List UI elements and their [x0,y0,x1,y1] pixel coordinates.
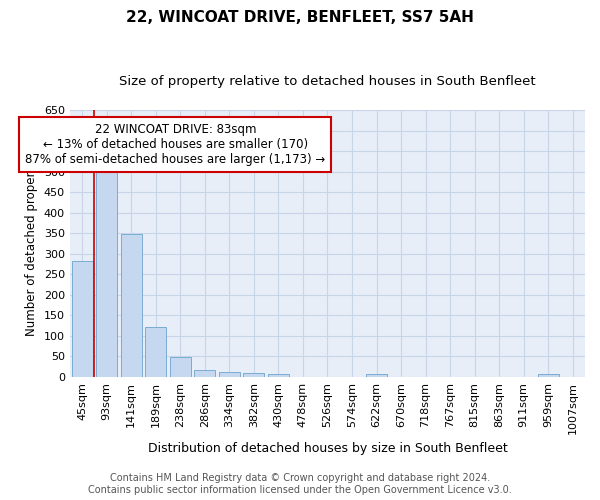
Title: Size of property relative to detached houses in South Benfleet: Size of property relative to detached ho… [119,75,536,88]
Bar [145,327,166,377]
Bar [219,372,240,377]
Bar [96,162,117,377]
Bar [121,234,142,377]
Bar [194,370,215,377]
Y-axis label: Number of detached properties: Number of detached properties [25,150,38,336]
Bar [268,374,289,377]
Bar [170,357,191,377]
Bar [244,373,264,377]
Text: 22, WINCOAT DRIVE, BENFLEET, SS7 5AH: 22, WINCOAT DRIVE, BENFLEET, SS7 5AH [126,10,474,25]
Bar [538,374,559,377]
X-axis label: Distribution of detached houses by size in South Benfleet: Distribution of detached houses by size … [148,442,508,455]
Text: Contains HM Land Registry data © Crown copyright and database right 2024.
Contai: Contains HM Land Registry data © Crown c… [88,474,512,495]
Bar [366,374,387,377]
Bar [72,260,92,377]
Text: 22 WINCOAT DRIVE: 83sqm
← 13% of detached houses are smaller (170)
87% of semi-d: 22 WINCOAT DRIVE: 83sqm ← 13% of detache… [25,123,326,166]
